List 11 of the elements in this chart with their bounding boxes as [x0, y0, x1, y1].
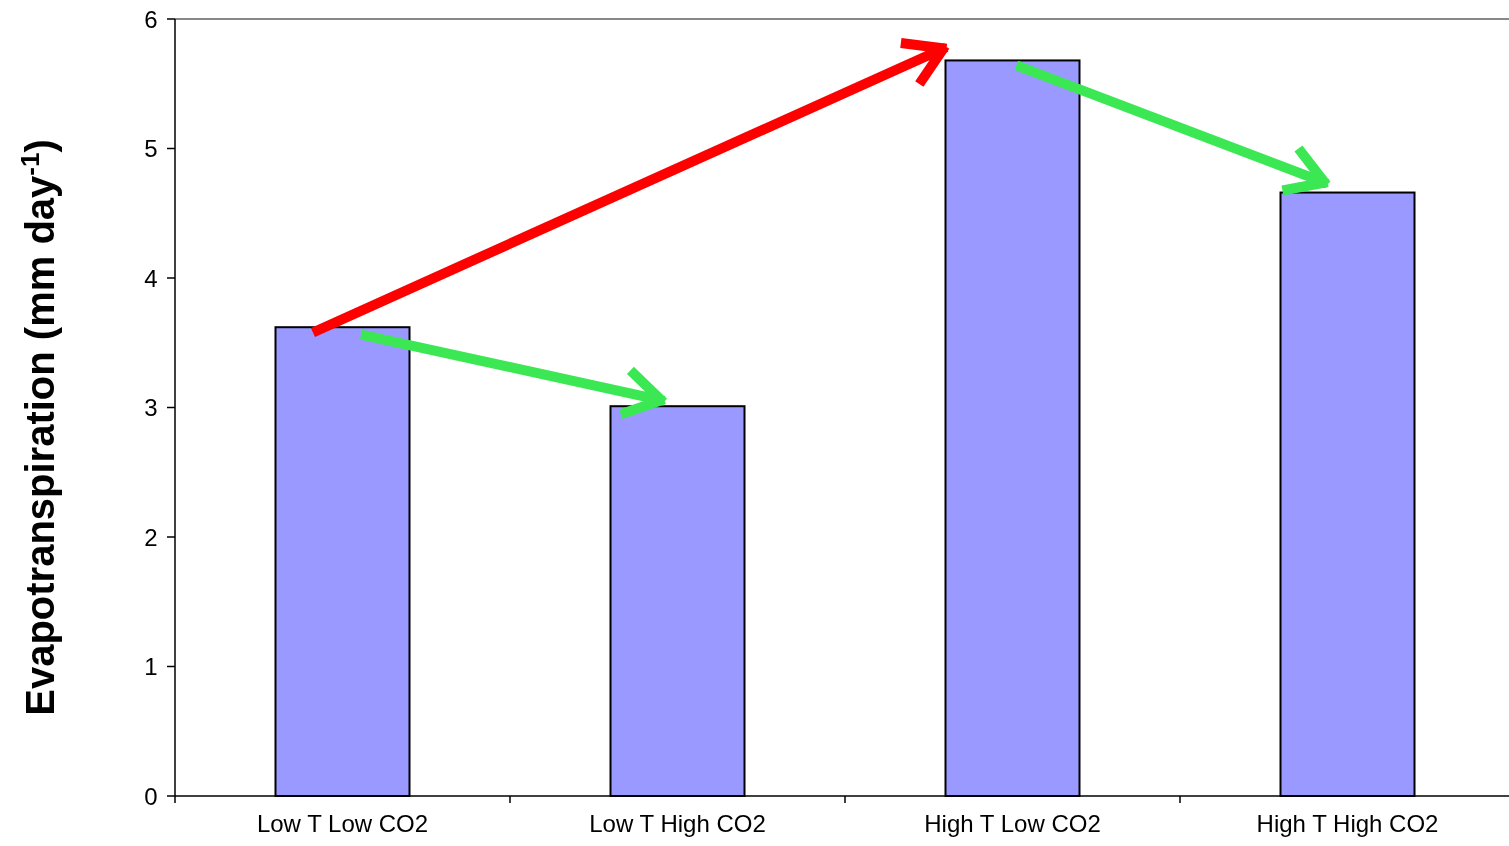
y-tick-label: 6	[144, 5, 158, 33]
y-tick-label: 5	[144, 135, 158, 162]
y-tick-label: 4	[144, 264, 158, 292]
x-tick-label: High T Low CO2	[924, 810, 1101, 837]
x-tick-label: High T High CO2	[1256, 810, 1439, 837]
y-tick-label: 3	[144, 394, 158, 421]
y-tick-label: 1	[144, 653, 158, 680]
x-tick-label: Low T High CO2	[589, 810, 766, 837]
y-tick-label: 2	[144, 523, 158, 551]
x-tick-label: Low T Low CO2	[256, 810, 429, 837]
y-tick-label: 0	[144, 782, 158, 810]
